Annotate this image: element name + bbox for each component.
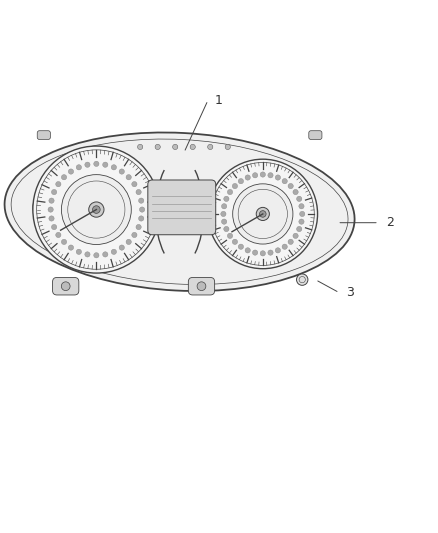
Circle shape: [56, 182, 61, 187]
Circle shape: [259, 211, 266, 217]
Circle shape: [221, 211, 226, 216]
Circle shape: [132, 182, 137, 187]
Circle shape: [275, 175, 280, 180]
Text: 3: 3: [346, 286, 354, 300]
Circle shape: [208, 159, 318, 269]
Circle shape: [33, 188, 72, 227]
Circle shape: [232, 239, 237, 245]
Circle shape: [232, 183, 237, 189]
Circle shape: [33, 146, 160, 273]
Circle shape: [293, 189, 298, 195]
Circle shape: [252, 250, 258, 255]
Circle shape: [89, 202, 104, 217]
Circle shape: [227, 233, 233, 238]
Circle shape: [245, 248, 251, 253]
Circle shape: [52, 224, 57, 230]
Circle shape: [227, 189, 233, 195]
Circle shape: [102, 252, 108, 257]
Circle shape: [94, 253, 99, 258]
Circle shape: [102, 162, 108, 167]
Circle shape: [56, 232, 61, 238]
Circle shape: [297, 274, 308, 285]
Text: 1: 1: [215, 94, 223, 107]
Circle shape: [85, 252, 90, 257]
Circle shape: [222, 204, 227, 209]
Circle shape: [275, 248, 280, 253]
Circle shape: [256, 207, 269, 221]
Circle shape: [225, 144, 230, 150]
Circle shape: [52, 189, 57, 195]
Circle shape: [268, 250, 273, 255]
Circle shape: [139, 207, 145, 212]
Circle shape: [233, 184, 293, 244]
Circle shape: [94, 161, 99, 166]
Circle shape: [111, 249, 117, 254]
FancyBboxPatch shape: [148, 180, 215, 235]
Circle shape: [76, 249, 81, 254]
Circle shape: [224, 227, 229, 232]
Circle shape: [138, 144, 143, 150]
Circle shape: [224, 196, 229, 201]
Circle shape: [61, 175, 131, 245]
Circle shape: [155, 144, 160, 150]
Circle shape: [260, 172, 265, 177]
Circle shape: [132, 232, 137, 238]
Circle shape: [49, 198, 54, 203]
Circle shape: [92, 206, 100, 213]
Circle shape: [173, 144, 178, 150]
Circle shape: [288, 183, 293, 189]
Circle shape: [299, 219, 304, 224]
Circle shape: [138, 198, 144, 203]
Circle shape: [260, 251, 265, 256]
Circle shape: [61, 282, 70, 290]
Circle shape: [299, 204, 304, 209]
Text: 2: 2: [386, 216, 394, 229]
FancyBboxPatch shape: [188, 278, 215, 295]
Circle shape: [138, 216, 144, 221]
Circle shape: [85, 162, 90, 167]
Circle shape: [119, 245, 124, 250]
Circle shape: [126, 175, 131, 180]
Circle shape: [288, 239, 293, 245]
Circle shape: [282, 179, 287, 184]
Circle shape: [208, 144, 213, 150]
Circle shape: [61, 175, 67, 180]
FancyBboxPatch shape: [53, 278, 79, 295]
Circle shape: [68, 169, 74, 174]
Circle shape: [245, 175, 251, 180]
Circle shape: [268, 173, 273, 178]
FancyBboxPatch shape: [309, 131, 322, 140]
Circle shape: [48, 207, 53, 212]
Circle shape: [197, 282, 206, 290]
Circle shape: [297, 227, 302, 232]
Circle shape: [252, 173, 258, 178]
Circle shape: [111, 165, 117, 170]
Circle shape: [119, 169, 124, 174]
Circle shape: [190, 144, 195, 150]
Circle shape: [61, 239, 67, 245]
Ellipse shape: [4, 133, 355, 291]
Circle shape: [68, 245, 74, 250]
Circle shape: [49, 216, 54, 221]
Circle shape: [76, 165, 81, 170]
Circle shape: [300, 211, 305, 216]
Circle shape: [293, 233, 298, 238]
FancyBboxPatch shape: [37, 131, 50, 140]
Circle shape: [238, 244, 244, 249]
Circle shape: [238, 179, 244, 184]
Circle shape: [297, 196, 302, 201]
Circle shape: [136, 189, 141, 195]
Circle shape: [126, 239, 131, 245]
Circle shape: [222, 219, 227, 224]
Circle shape: [282, 244, 287, 249]
Circle shape: [136, 224, 141, 230]
